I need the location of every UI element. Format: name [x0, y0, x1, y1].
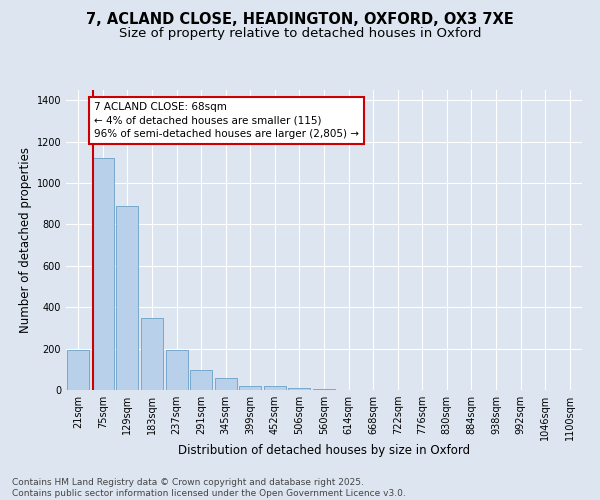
- Text: 7 ACLAND CLOSE: 68sqm
← 4% of detached houses are smaller (115)
96% of semi-deta: 7 ACLAND CLOSE: 68sqm ← 4% of detached h…: [94, 102, 359, 139]
- Y-axis label: Number of detached properties: Number of detached properties: [19, 147, 32, 333]
- Bar: [264, 386, 286, 390]
- Bar: [67, 350, 89, 390]
- Bar: [215, 378, 237, 390]
- Bar: [289, 388, 310, 390]
- Bar: [313, 389, 335, 390]
- Bar: [116, 206, 139, 390]
- Bar: [92, 158, 114, 390]
- Text: Size of property relative to detached houses in Oxford: Size of property relative to detached ho…: [119, 28, 481, 40]
- Bar: [166, 350, 188, 390]
- X-axis label: Distribution of detached houses by size in Oxford: Distribution of detached houses by size …: [178, 444, 470, 458]
- Bar: [141, 318, 163, 390]
- Text: Contains HM Land Registry data © Crown copyright and database right 2025.
Contai: Contains HM Land Registry data © Crown c…: [12, 478, 406, 498]
- Bar: [190, 370, 212, 390]
- Text: 7, ACLAND CLOSE, HEADINGTON, OXFORD, OX3 7XE: 7, ACLAND CLOSE, HEADINGTON, OXFORD, OX3…: [86, 12, 514, 28]
- Bar: [239, 386, 262, 390]
